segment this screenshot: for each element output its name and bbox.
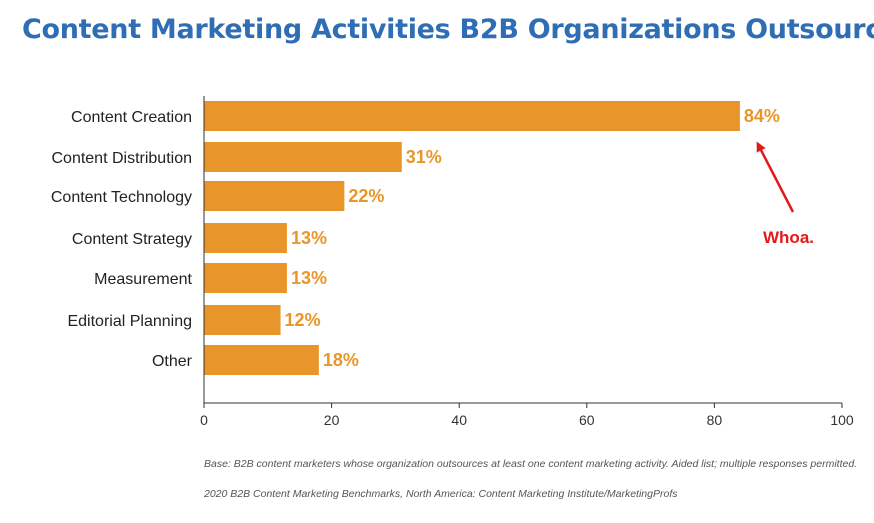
x-tick-label-60: 60	[579, 412, 595, 428]
category-label-editorial-planning: Editorial Planning	[67, 313, 192, 330]
bar-content-creation	[204, 101, 740, 131]
bar-other	[204, 345, 319, 375]
category-label-measurement: Measurement	[94, 271, 192, 288]
footnote-base: Base: B2B content marketers whose organi…	[204, 458, 858, 470]
chart-title: Content Marketing Activities B2B Organiz…	[22, 14, 874, 45]
footnote-source: 2020 B2B Content Marketing Benchmarks, N…	[204, 488, 678, 500]
category-label-content-creation: Content Creation	[71, 109, 192, 126]
value-label-content-distribution: 31%	[406, 147, 442, 167]
x-tick-label-80: 80	[707, 412, 723, 428]
x-tick-label-40: 40	[451, 412, 467, 428]
x-axis: 0 20 40 60 80 100	[200, 96, 854, 428]
bars-layer: Content Creation 84% Content Distribution 3…	[51, 101, 780, 375]
bar-content-distribution	[204, 142, 402, 172]
x-tick-label-20: 20	[324, 412, 340, 428]
bar-editorial-planning	[204, 305, 281, 335]
category-label-content-strategy: Content Strategy	[72, 231, 192, 248]
x-tick-label-100: 100	[830, 412, 854, 428]
value-label-content-strategy: 13%	[291, 228, 327, 248]
value-label-content-technology: 22%	[348, 186, 384, 206]
annotation-text: Whoa.	[763, 228, 814, 247]
annotation-layer: Whoa.	[756, 141, 814, 247]
category-label-other: Other	[152, 353, 193, 370]
category-label-content-distribution: Content Distribution	[51, 150, 192, 167]
category-label-content-technology: Content Technology	[51, 189, 192, 206]
value-label-measurement: 13%	[291, 268, 327, 288]
x-tick-label-0: 0	[200, 412, 208, 428]
value-label-other: 18%	[323, 350, 359, 370]
bar-measurement	[204, 263, 287, 293]
bar-content-strategy	[204, 223, 287, 253]
value-label-content-creation: 84%	[744, 106, 780, 126]
bar-content-technology	[204, 181, 345, 211]
annotation-arrow	[756, 141, 795, 213]
value-label-editorial-planning: 12%	[285, 310, 321, 330]
